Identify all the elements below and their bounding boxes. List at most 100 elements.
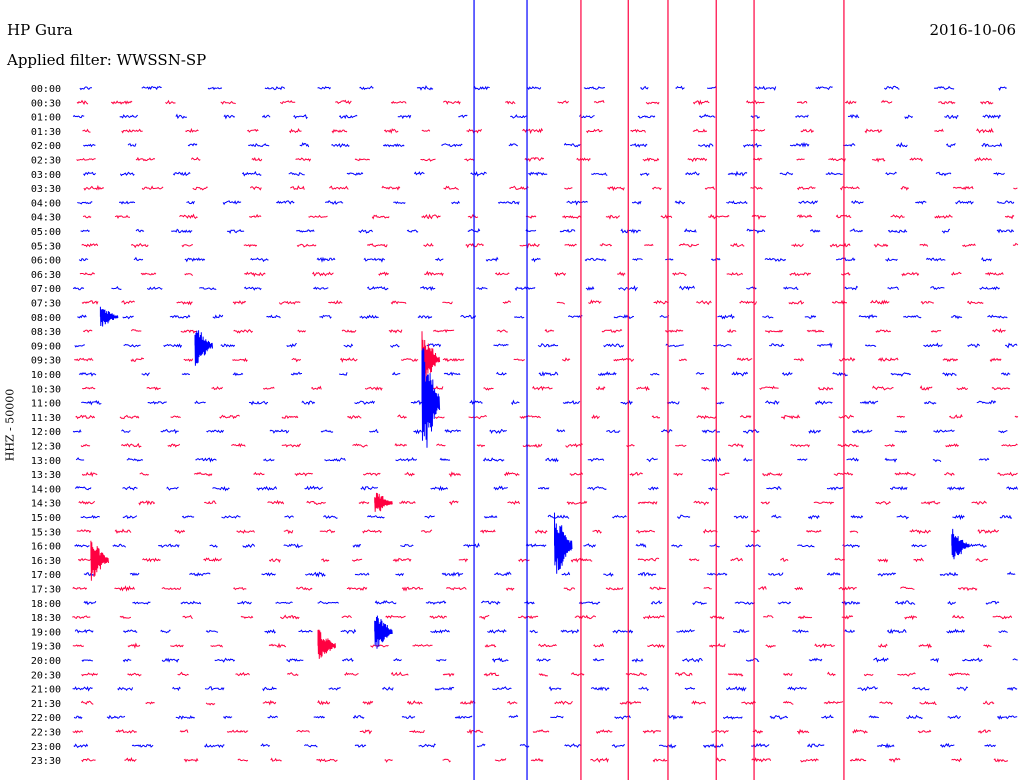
trace-row — [76, 156, 993, 163]
trace-row — [72, 428, 1008, 435]
trace-row — [74, 356, 1002, 363]
trace-row — [83, 571, 1016, 578]
trace-row — [73, 742, 996, 749]
row-time-label: 18:30 — [31, 613, 61, 624]
trace-row — [82, 301, 1018, 305]
row-time-label: 00:00 — [31, 84, 61, 95]
row-time-label: 05:30 — [31, 241, 61, 252]
seismic-event — [374, 492, 393, 512]
seismic-event — [421, 348, 441, 448]
y-axis-label: HHZ - 50000 — [3, 388, 17, 462]
trace-row — [82, 127, 994, 135]
row-time-label: 21:30 — [31, 699, 61, 710]
row-time-label: 03:00 — [31, 170, 61, 181]
trace-row — [72, 285, 1000, 292]
row-labels: 00:00 00:30 01:00 01:30 02:00 02:30 03:00 03:30… — [31, 84, 61, 767]
trace-row — [75, 456, 990, 463]
row-time-label: 02:00 — [31, 141, 61, 152]
trace-row — [81, 399, 997, 406]
trace-row — [76, 528, 1000, 535]
trace-row — [81, 471, 1018, 478]
trace-row — [81, 756, 1009, 763]
trace-row — [72, 113, 1002, 120]
row-time-label: 15:00 — [31, 513, 61, 524]
row-time-label: 19:00 — [31, 627, 61, 638]
row-time-label: 03:30 — [31, 184, 61, 195]
trace-row — [72, 728, 992, 735]
row-time-label: 09:30 — [31, 356, 61, 367]
seismic-event — [99, 306, 119, 327]
row-time-label: 17:00 — [31, 570, 61, 581]
trace-row — [81, 671, 970, 678]
row-time-label: 16:30 — [31, 556, 61, 567]
seismic-event — [421, 331, 441, 384]
trace-row — [78, 256, 992, 263]
row-time-label: 07:30 — [31, 299, 61, 310]
trace-row — [74, 628, 1008, 635]
row-time-label: 04:30 — [31, 213, 61, 224]
trace-row — [73, 714, 1018, 721]
filter-label: Applied filter: WWSSN-SP — [7, 51, 207, 69]
trace-row — [82, 328, 1006, 334]
row-time-label: 14:00 — [31, 484, 61, 495]
row-time-label: 00:30 — [31, 98, 61, 109]
row-time-label: 05:00 — [31, 227, 61, 238]
trace-row — [77, 199, 1015, 206]
row-time-label: 01:30 — [31, 127, 61, 138]
trace-row — [72, 686, 1018, 692]
row-time-label: 09:00 — [31, 341, 61, 352]
trace-row — [79, 270, 1004, 277]
row-time-label: 21:00 — [31, 685, 61, 696]
row-time-label: 20:00 — [31, 656, 61, 667]
row-time-label: 10:00 — [31, 370, 61, 381]
station-title: HP Gura — [7, 21, 73, 39]
trace-row — [80, 699, 995, 706]
row-time-label: 22:00 — [31, 713, 61, 724]
trace-row — [76, 99, 994, 106]
row-time-label: 20:30 — [31, 670, 61, 681]
seismic-events — [90, 306, 970, 659]
trace-rows — [72, 85, 1019, 763]
trace-row — [72, 614, 1013, 621]
seismic-event — [194, 330, 213, 366]
trace-row — [83, 170, 1005, 177]
trace-row — [80, 442, 1018, 449]
row-time-label: 22:30 — [31, 728, 61, 739]
trace-row — [83, 141, 1003, 149]
row-time-label: 10:30 — [31, 384, 61, 395]
trace-row — [81, 385, 1011, 392]
row-time-label: 07:00 — [31, 284, 61, 295]
row-time-label: 02:30 — [31, 156, 61, 167]
row-time-label: 06:30 — [31, 270, 61, 281]
trace-row — [78, 370, 1011, 377]
trace-row — [79, 85, 1007, 91]
trace-row — [81, 657, 1018, 663]
trace-row — [74, 342, 1018, 349]
row-time-label: 04:00 — [31, 198, 61, 209]
row-time-label: 08:00 — [31, 313, 61, 324]
seismic-event — [374, 615, 393, 649]
row-time-label: 19:30 — [31, 642, 61, 653]
trace-row — [77, 557, 989, 563]
row-time-label: 12:30 — [31, 442, 61, 453]
row-time-label: 11:30 — [31, 413, 61, 424]
row-time-label: 06:00 — [31, 256, 61, 267]
date-label: 2016-10-06 — [929, 21, 1016, 39]
row-time-label: 11:00 — [31, 399, 61, 410]
trace-row — [74, 542, 987, 549]
trace-row — [78, 499, 987, 506]
row-time-label: 18:00 — [31, 599, 61, 610]
trace-row — [82, 213, 1015, 220]
trace-row — [72, 585, 978, 592]
row-time-label: 23:30 — [31, 756, 61, 767]
row-time-label: 14:30 — [31, 499, 61, 510]
seismic-event — [90, 540, 109, 581]
row-time-label: 13:00 — [31, 456, 61, 467]
row-time-label: 08:30 — [31, 327, 61, 338]
trace-row — [75, 413, 1019, 420]
seismic-event — [554, 512, 573, 574]
row-time-label: 01:00 — [31, 113, 61, 124]
trace-row — [83, 600, 1000, 606]
trace-row — [80, 228, 1014, 234]
